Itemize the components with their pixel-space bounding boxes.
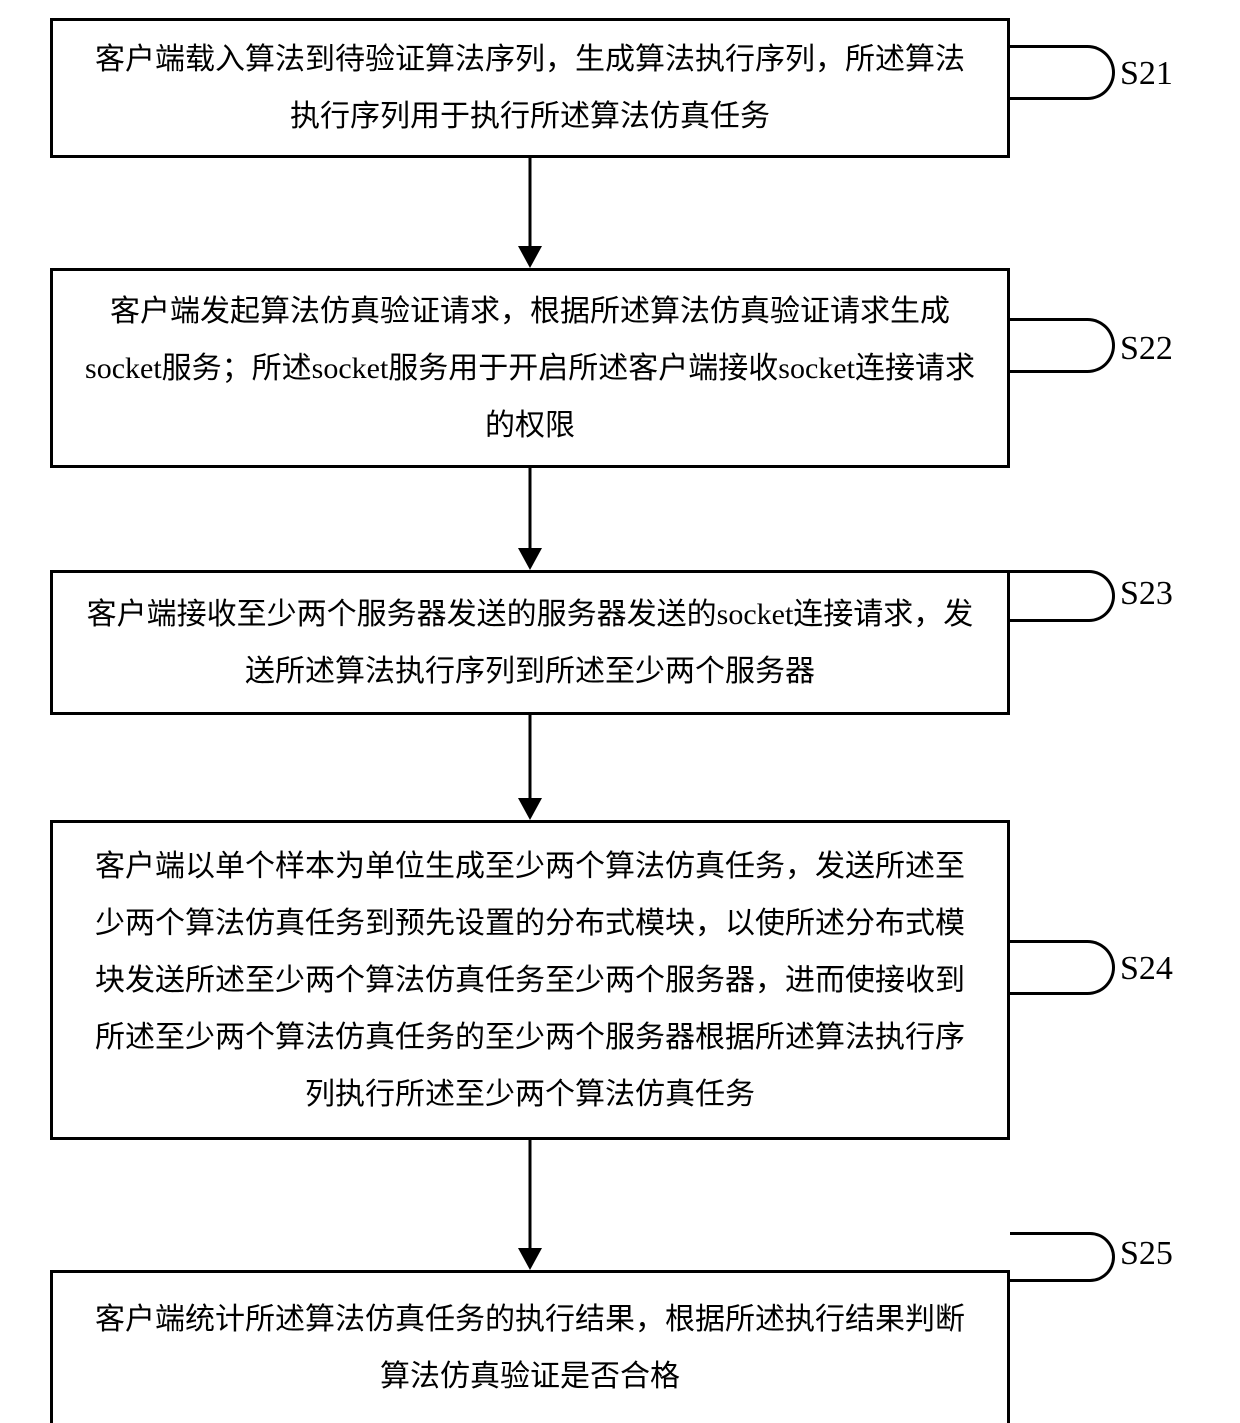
- label-arc-s23: [1010, 570, 1115, 622]
- arrow-head-icon: [518, 1248, 542, 1270]
- flow-node-s21: 客户端载入算法到待验证算法序列，生成算法执行序列，所述算法执行序列用于执行所述算…: [50, 18, 1010, 158]
- flow-node-s22: 客户端发起算法仿真验证请求，根据所述算法仿真验证请求生成socket服务；所述s…: [50, 268, 1010, 468]
- label-arc-s24: [1010, 940, 1115, 995]
- flow-node-s24: 客户端以单个样本为单位生成至少两个算法仿真任务，发送所述至少两个算法仿真任务到预…: [50, 820, 1010, 1140]
- flow-node-text: 客户端载入算法到待验证算法序列，生成算法执行序列，所述算法执行序列用于执行所述算…: [81, 31, 979, 145]
- arrow-line: [529, 468, 532, 548]
- arrow-head-icon: [518, 548, 542, 570]
- arrow-line: [529, 1140, 532, 1248]
- flow-node-text: 客户端发起算法仿真验证请求，根据所述算法仿真验证请求生成socket服务；所述s…: [81, 283, 979, 454]
- flow-node-s23: 客户端接收至少两个服务器发送的服务器发送的socket连接请求，发送所述算法执行…: [50, 570, 1010, 715]
- flow-node-text: 客户端统计所述算法仿真任务的执行结果，根据所述执行结果判断算法仿真验证是否合格: [81, 1291, 979, 1405]
- label-arc-s25: [1010, 1232, 1115, 1282]
- arrow-head-icon: [518, 798, 542, 820]
- flowchart-canvas: 客户端载入算法到待验证算法序列，生成算法执行序列，所述算法执行序列用于执行所述算…: [0, 0, 1240, 1423]
- step-label-s24: S24: [1120, 950, 1173, 988]
- arrow-line: [529, 715, 532, 798]
- step-label-s22: S22: [1120, 330, 1173, 368]
- label-arc-s21: [1010, 45, 1115, 100]
- flow-node-text: 客户端接收至少两个服务器发送的服务器发送的socket连接请求，发送所述算法执行…: [81, 586, 979, 700]
- flow-node-s25: 客户端统计所述算法仿真任务的执行结果，根据所述执行结果判断算法仿真验证是否合格: [50, 1270, 1010, 1423]
- arrow-line: [529, 158, 532, 246]
- flow-node-text: 客户端以单个样本为单位生成至少两个算法仿真任务，发送所述至少两个算法仿真任务到预…: [81, 838, 979, 1123]
- step-label-s25: S25: [1120, 1235, 1173, 1273]
- step-label-s23: S23: [1120, 575, 1173, 613]
- arrow-head-icon: [518, 246, 542, 268]
- step-label-s21: S21: [1120, 55, 1173, 93]
- label-arc-s22: [1010, 318, 1115, 373]
